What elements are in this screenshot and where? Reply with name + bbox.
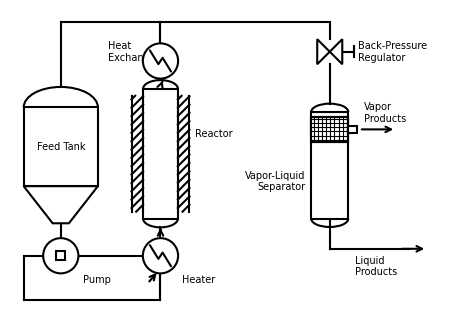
Polygon shape xyxy=(317,39,330,64)
Circle shape xyxy=(143,43,178,79)
Text: Heater: Heater xyxy=(182,275,215,285)
Circle shape xyxy=(143,238,178,274)
Text: Back-Pressure
Regulator: Back-Pressure Regulator xyxy=(358,41,428,63)
Bar xyxy=(143,89,178,219)
Bar xyxy=(311,117,348,142)
Text: Vapor-Liquid
Separator: Vapor-Liquid Separator xyxy=(245,170,306,192)
Bar xyxy=(24,107,98,186)
Bar xyxy=(311,112,348,219)
Text: Feed Tank: Feed Tank xyxy=(36,142,85,152)
Polygon shape xyxy=(24,186,98,223)
Text: Pump: Pump xyxy=(83,275,111,285)
Polygon shape xyxy=(330,39,342,64)
Bar xyxy=(348,126,356,133)
Bar xyxy=(311,117,348,142)
Text: Heat
Exchanger: Heat Exchanger xyxy=(108,41,160,63)
Circle shape xyxy=(43,238,78,274)
Text: Vapor
Products: Vapor Products xyxy=(364,102,406,124)
Text: Reactor: Reactor xyxy=(195,129,233,139)
Text: Liquid
Products: Liquid Products xyxy=(355,256,398,277)
Bar xyxy=(56,251,65,260)
